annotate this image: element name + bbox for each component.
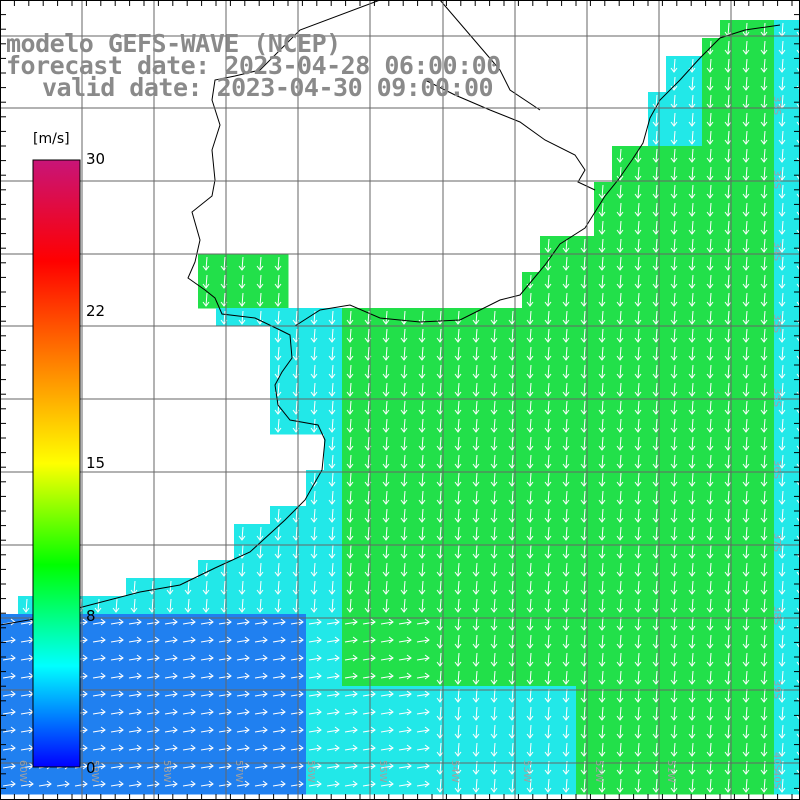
latitude-label: 40S bbox=[771, 752, 782, 771]
longitude-label: 51W bbox=[665, 760, 676, 783]
longitude-labels: 60W 59W 58W 57W 56W 55W 54W 53W 52W 51W bbox=[17, 760, 676, 783]
latitude-label: 36S bbox=[771, 460, 782, 479]
colorbar-tick-label: 15 bbox=[86, 454, 106, 472]
longitude-label: 57W bbox=[233, 760, 244, 783]
coastline bbox=[439, 0, 541, 111]
coastline bbox=[294, 24, 781, 327]
latitude-label: 38S bbox=[771, 606, 782, 625]
colorbar-tick-label: 30 bbox=[86, 150, 106, 168]
colorbar-unit: [m/s] bbox=[33, 131, 70, 147]
latitude-label: 34S bbox=[771, 242, 782, 261]
coastline bbox=[0, 0, 381, 626]
colorbar bbox=[32, 159, 81, 768]
model-title: modelo GEFS-WAVE (NCEP) bbox=[6, 29, 341, 58]
longitude-label: 53W bbox=[521, 760, 532, 783]
wind-arrows bbox=[2, 22, 800, 793]
valid-date: valid date: 2023-04-30 09:00:00 bbox=[42, 73, 494, 102]
longitude-label: 58W bbox=[161, 760, 172, 783]
longitude-label: 54W bbox=[449, 760, 460, 783]
colorbar-tick-label: 0 bbox=[86, 759, 96, 777]
latitude-label: 33S bbox=[771, 170, 782, 189]
longitude-label: 56W bbox=[305, 760, 316, 783]
longitude-label: 60W bbox=[17, 760, 28, 783]
longitude-label: 59W bbox=[89, 760, 100, 783]
latitude-label: 33S bbox=[771, 96, 782, 115]
colorbar-tick-label: 22 bbox=[86, 302, 106, 320]
longitude-label: 55W bbox=[377, 760, 388, 783]
latitude-label: 35S bbox=[771, 314, 782, 333]
latitude-label: 40S bbox=[771, 770, 782, 789]
longitude-label: 52W bbox=[593, 760, 604, 783]
latitude-label: 35S bbox=[771, 388, 782, 407]
forecast-date: forecast date: 2023-04-28 06:00:00 bbox=[6, 51, 501, 80]
colorbar-tick-label: 8 bbox=[86, 607, 96, 625]
coastline bbox=[424, 79, 596, 191]
latitude-label: 39S bbox=[771, 680, 782, 699]
latitude-label: 37S bbox=[771, 533, 782, 552]
